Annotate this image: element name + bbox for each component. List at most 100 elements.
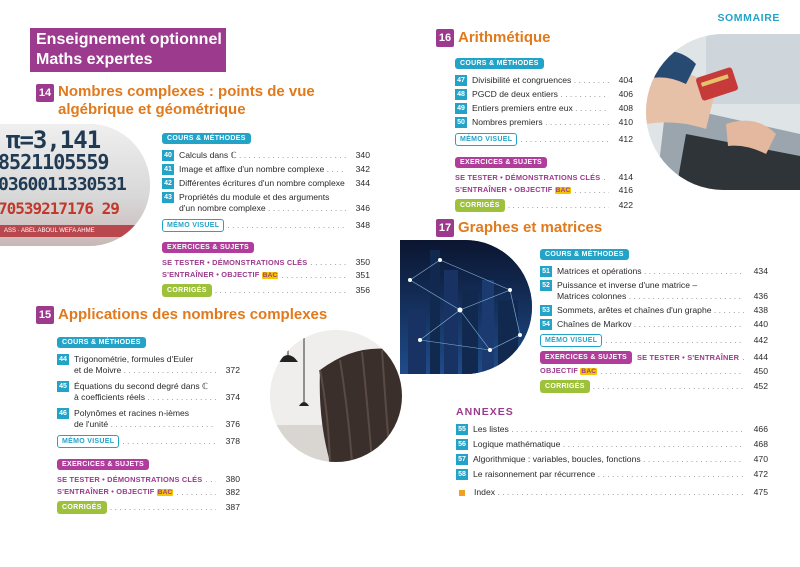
- sentrainer-label: S'ENTRAÎNER • OBJECTIF: [455, 185, 553, 194]
- corriges-row[interactable]: CORRIGÉS 387: [57, 501, 240, 514]
- entry-number: 52: [540, 280, 552, 291]
- toc-entry-55[interactable]: 55 Les listes 466: [456, 424, 768, 435]
- index-page: 475: [753, 487, 768, 497]
- entry-page: 472: [753, 469, 768, 479]
- entry-number: 51: [540, 266, 552, 277]
- toc-entry-48[interactable]: 48 PGCD de deux entiers 406: [455, 89, 633, 100]
- toc-entry-49[interactable]: 49 Entiers premiers entre eux 408: [455, 103, 633, 114]
- chapter-16-number: 16: [436, 29, 454, 47]
- corriges-row[interactable]: CORRIGÉS 422: [455, 199, 633, 212]
- entry-title: PGCD de deux entiers: [472, 89, 558, 99]
- chapter-16-contents: COURS & MÉTHODES 47 Divisibilité et cong…: [455, 52, 633, 212]
- entry-title: Calculs dans ℂ: [179, 150, 237, 160]
- entry-page: 440: [753, 319, 768, 329]
- memo-page: 412: [618, 134, 633, 144]
- entry-page: 374: [225, 392, 240, 402]
- toc-entry-52[interactable]: 52 Puissance et inverse d'une matrice – …: [540, 280, 768, 302]
- entry-title: Sommets, arêtes et chaînes d'un graphe: [557, 305, 712, 315]
- chapter-17-number: 17: [436, 219, 454, 237]
- toc-entry-index[interactable]: Index 475: [456, 487, 768, 498]
- chapter-14-contents: COURS & MÉTHODES 40 Calculs dans ℂ 340 4…: [162, 127, 370, 297]
- entry-page: 468: [753, 439, 768, 449]
- toc-entry-57[interactable]: 57 Algorithmique : variables, boucles, f…: [456, 454, 768, 465]
- toc-entry-41[interactable]: 41 Image et affixe d'un nombre complexe …: [162, 164, 370, 175]
- sentrainer-row[interactable]: S'ENTRAÎNER • OBJECTIF BAC 416: [455, 184, 633, 196]
- cours-methodes-tag: COURS & MÉTHODES: [540, 249, 629, 260]
- entry-number: 43: [162, 192, 174, 203]
- toc-entry-46[interactable]: 46 Polynômes et racines n-ièmes de l'uni…: [57, 408, 240, 430]
- entry-number: 47: [455, 75, 467, 86]
- toc-entry-45[interactable]: 45 Équations du second degré dans ℂ à co…: [57, 381, 240, 403]
- section-banner: Enseignement optionnel Maths expertes: [30, 28, 226, 72]
- toc-entry-43[interactable]: 43 Propriétés du module et des arguments…: [162, 192, 370, 214]
- entry-number: 55: [456, 424, 468, 435]
- se-tester-page: 380: [225, 474, 240, 484]
- toc-entry-50[interactable]: 50 Nombres premiers 410: [455, 117, 633, 128]
- memo-visuel-row[interactable]: MÉMO VISUEL 348: [162, 219, 370, 232]
- chapter-15-number: 15: [36, 306, 54, 324]
- memo-visuel-tag: MÉMO VISUEL: [57, 435, 120, 448]
- sentrainer-row[interactable]: S'ENTRAÎNER • OBJECTIF BAC 351: [162, 269, 370, 281]
- corriges-tag: CORRIGÉS: [57, 501, 107, 514]
- memo-page: 378: [225, 436, 240, 446]
- memo-visuel-row[interactable]: MÉMO VISUEL 442: [540, 334, 768, 347]
- chapter-14-title-line2: algébrique et géométrique: [58, 101, 246, 118]
- objectif-label: OBJECTIF: [540, 366, 579, 375]
- exercices-sujets-tag: EXERCICES & SUJETS: [162, 242, 255, 253]
- se-tester-row[interactable]: EXERCICES & SUJETS SE TESTER • S'ENTRAÎN…: [540, 351, 768, 364]
- entry-title-line2: Matrices colonnes: [557, 291, 627, 301]
- entry-number: 44: [57, 354, 69, 365]
- toc-entry-56[interactable]: 56 Logique mathématique 468: [456, 439, 768, 450]
- entry-number: 58: [456, 469, 468, 480]
- toc-entry-40[interactable]: 40 Calculs dans ℂ 340: [162, 150, 370, 161]
- network-illustration: [400, 240, 532, 374]
- toc-entry-54[interactable]: 54 Chaînes de Markov 440: [540, 319, 768, 330]
- exercices-sujets-tag: EXERCICES & SUJETS: [455, 157, 548, 168]
- entry-page: 410: [618, 117, 633, 127]
- objectif-row[interactable]: OBJECTIF BAC 450: [540, 365, 768, 377]
- photo-digits-2: 8521105559: [0, 150, 109, 174]
- entry-number: 48: [455, 89, 467, 100]
- se-tester-label: SE TESTER • S'ENTRAÎNER: [637, 353, 740, 362]
- corriges-page: 387: [225, 502, 240, 512]
- entry-number: 40: [162, 150, 174, 161]
- entry-page: 436: [753, 291, 768, 301]
- toc-entry-51[interactable]: 51 Matrices et opérations 434: [540, 266, 768, 277]
- photo-digits-3: 0360011330531: [0, 174, 127, 195]
- entry-title-line1: Équations du second degré dans ℂ: [74, 381, 209, 391]
- entry-title-line2: à coefficients réels: [74, 392, 146, 402]
- se-tester-row[interactable]: SE TESTER • DÉMONSTRATIONS CLÉS 350: [162, 257, 370, 268]
- chapter-17-contents: COURS & MÉTHODES 51 Matrices et opératio…: [540, 243, 768, 393]
- toc-entry-53[interactable]: 53 Sommets, arêtes et chaînes d'un graph…: [540, 305, 768, 316]
- entry-page: 470: [753, 454, 768, 464]
- se-tester-row[interactable]: SE TESTER • DÉMONSTRATIONS CLÉS 380: [57, 474, 240, 485]
- entry-number: 54: [540, 319, 552, 330]
- chapter-14-title[interactable]: Nombres complexes : points de vue algébr…: [58, 83, 315, 119]
- corriges-row[interactable]: CORRIGÉS 452: [540, 380, 768, 393]
- objectif-page: 450: [753, 365, 768, 376]
- cours-methodes-tag: COURS & MÉTHODES: [57, 337, 146, 348]
- memo-page: 348: [355, 220, 370, 230]
- toc-entry-58[interactable]: 58 Le raisonnement par récurrence 472: [456, 469, 768, 480]
- memo-visuel-row[interactable]: MÉMO VISUEL 412: [455, 133, 633, 146]
- se-tester-page: 414: [618, 172, 633, 182]
- sentrainer-label: S'ENTRAÎNER • OBJECTIF: [162, 270, 260, 279]
- chapter-15-contents: COURS & MÉTHODES 44 Trigonométrie, formu…: [57, 331, 240, 514]
- chapter-17-title[interactable]: Graphes et matrices: [458, 219, 603, 236]
- chapter-15-title[interactable]: Applications des nombres complexes: [58, 306, 328, 323]
- city-network-photo: [400, 240, 532, 374]
- chapter-16-title[interactable]: Arithmétique: [458, 29, 551, 46]
- se-tester-row[interactable]: SE TESTER • DÉMONSTRATIONS CLÉS 414: [455, 172, 633, 183]
- toc-entry-42[interactable]: 42 Différentes écritures d'un nombre com…: [162, 178, 370, 189]
- memo-visuel-row[interactable]: MÉMO VISUEL 378: [57, 435, 240, 448]
- entry-title: Nombres premiers: [472, 117, 543, 127]
- sentrainer-row[interactable]: S'ENTRAÎNER • OBJECTIF BAC 382: [57, 486, 240, 498]
- gramophone-illustration: [270, 330, 402, 462]
- toc-entry-44[interactable]: 44 Trigonométrie, formules d'Euler et de…: [57, 354, 240, 376]
- entry-title-line2: de l'unité: [74, 419, 109, 429]
- corriges-row[interactable]: CORRIGÉS 356: [162, 284, 370, 297]
- annexes-heading: ANNEXES: [456, 406, 514, 418]
- sentrainer-page: 416: [618, 184, 633, 195]
- entry-number: 57: [456, 454, 468, 465]
- toc-entry-47[interactable]: 47 Divisibilité et congruences 404: [455, 75, 633, 86]
